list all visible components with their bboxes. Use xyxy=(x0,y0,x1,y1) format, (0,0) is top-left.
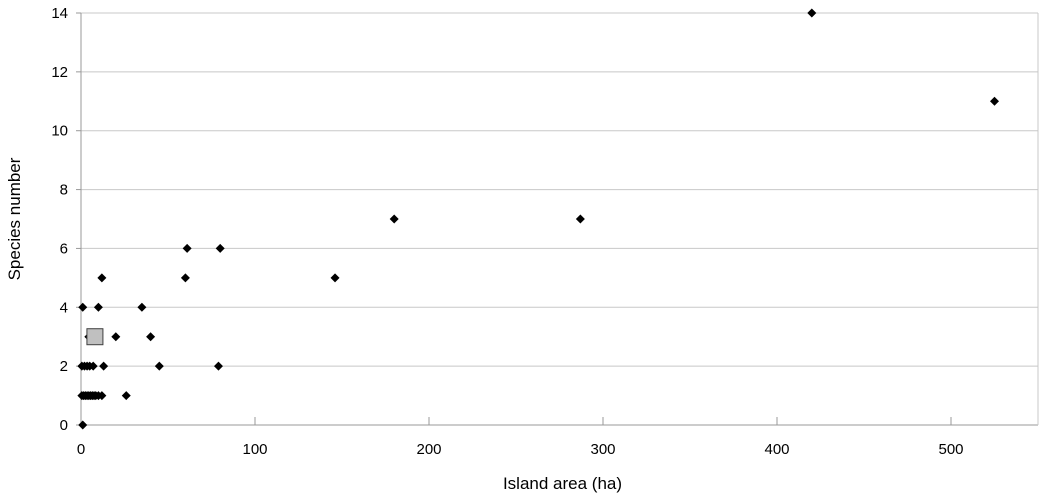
y-tick-label: 6 xyxy=(60,240,68,257)
data-point xyxy=(213,361,223,371)
data-point xyxy=(78,420,88,430)
y-tick-label: 0 xyxy=(60,417,68,434)
data-point xyxy=(146,332,156,342)
data-point xyxy=(97,391,107,401)
y-tick-label: 12 xyxy=(51,64,68,81)
x-tick-label: 200 xyxy=(416,441,441,458)
x-tick-label: 0 xyxy=(77,441,85,458)
data-point xyxy=(99,361,109,371)
data-point xyxy=(78,302,88,312)
y-tick-label: 14 xyxy=(51,5,68,22)
x-tick-label: 500 xyxy=(938,441,963,458)
data-point xyxy=(154,361,164,371)
y-tick-label: 10 xyxy=(51,123,68,140)
data-point xyxy=(88,361,98,371)
data-point xyxy=(215,243,225,253)
data-point xyxy=(330,273,340,283)
x-axis-label: Island area (ha) xyxy=(503,474,622,493)
data-point xyxy=(111,332,121,342)
y-tick-label: 4 xyxy=(60,299,68,316)
x-tick-label: 300 xyxy=(590,441,615,458)
data-point xyxy=(121,391,131,401)
data-point xyxy=(180,273,190,283)
data-point xyxy=(990,96,999,106)
highlighted-data-point xyxy=(86,328,104,346)
data-point xyxy=(389,214,399,224)
data-point xyxy=(137,302,147,312)
y-tick-label: 2 xyxy=(60,358,68,375)
tick-labels: 0 2 4 6 8 10 12 14 0 100 200 300 400 500 xyxy=(51,5,963,458)
y-axis-label: Species number xyxy=(5,157,24,280)
data-point xyxy=(807,8,817,18)
data-point xyxy=(182,243,192,253)
x-tick-label: 400 xyxy=(764,441,789,458)
axes xyxy=(76,12,1039,426)
x-tick-label: 100 xyxy=(242,441,267,458)
data-point xyxy=(97,273,107,283)
gridlines xyxy=(81,12,1038,367)
data-point xyxy=(575,214,585,224)
data-point xyxy=(93,302,103,312)
data-points xyxy=(77,8,999,430)
y-tick-label: 8 xyxy=(60,182,68,199)
